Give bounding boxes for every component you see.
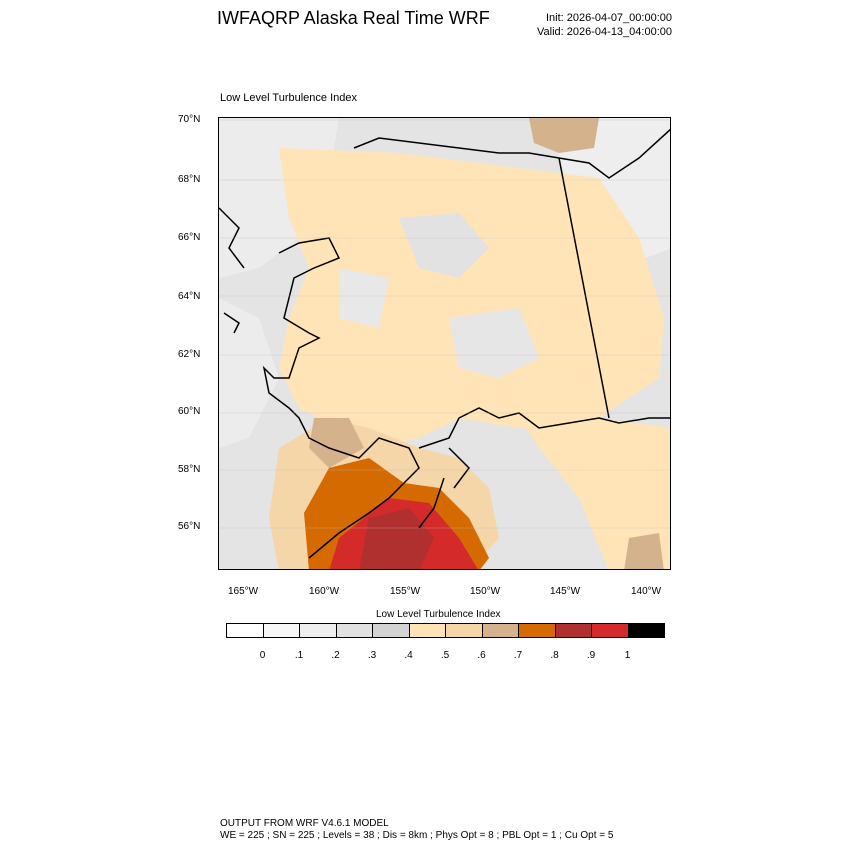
colorbar-tick-label: .9 <box>586 650 596 661</box>
lon-label: 155°W <box>390 586 421 597</box>
colorbar-swatch <box>591 623 629 638</box>
colorbar-swatch <box>299 623 337 638</box>
lon-label: 145°W <box>550 586 581 597</box>
colorbar-swatch <box>372 623 410 638</box>
lon-label: 150°W <box>470 586 501 597</box>
lat-label: 68°N <box>178 174 201 185</box>
colorbar-swatch <box>335 623 373 638</box>
lon-label: 165°W <box>228 586 259 597</box>
init-time: Init: 2026-04-07_00:00:00 <box>546 12 672 24</box>
map-panel[interactable] <box>218 117 671 570</box>
colorbar-swatch <box>226 623 264 638</box>
main-title: IWFAQRP Alaska Real Time WRF <box>217 8 490 28</box>
colorbar-tick-label: 1 <box>624 650 631 661</box>
lat-label: 56°N <box>178 521 201 532</box>
colorbar-swatch <box>445 623 483 638</box>
lon-label: 160°W <box>309 586 340 597</box>
plot-title: Low Level Turbulence Index <box>220 92 357 104</box>
colorbar-tick-label: .6 <box>477 650 486 661</box>
lat-label: 62°N <box>178 349 201 360</box>
colorbar-tick-label: .7 <box>513 650 523 661</box>
footer-settings: WE = 225 ; SN = 225 ; Levels = 38 ; Dis … <box>220 830 614 841</box>
lat-label: 60°N <box>178 406 201 417</box>
colorbar-swatch <box>554 623 592 638</box>
colorbar-tick-label: .5 <box>440 650 450 661</box>
colorbar-tick-label: .8 <box>550 650 559 661</box>
lat-label: 58°N <box>178 464 201 475</box>
colorbar-tick-label: 0 <box>259 650 266 661</box>
lat-label: 70°N <box>178 114 201 125</box>
lat-label: 66°N <box>178 232 201 243</box>
colorbar-tick-label: .1 <box>294 650 304 661</box>
lat-label: 64°N <box>178 291 201 302</box>
colorbar-swatch <box>262 623 300 638</box>
colorbar-tick-label: .4 <box>404 650 413 661</box>
colorbar-swatch <box>627 623 665 638</box>
turbulence-map <box>219 118 670 569</box>
colorbar-swatch <box>518 623 556 638</box>
colorbar-swatch <box>481 623 519 638</box>
colorbar-swatch <box>408 623 446 638</box>
colorbar-tick-label: .2 <box>331 650 340 661</box>
lon-label: 140°W <box>631 586 662 597</box>
footer-model: OUTPUT FROM WRF V4.6.1 MODEL <box>220 818 389 829</box>
colorbar-title: Low Level Turbulence Index <box>376 609 501 620</box>
colorbar-tick-label: .3 <box>367 650 377 661</box>
valid-time: Valid: 2026-04-13_04:00:00 <box>537 26 672 38</box>
